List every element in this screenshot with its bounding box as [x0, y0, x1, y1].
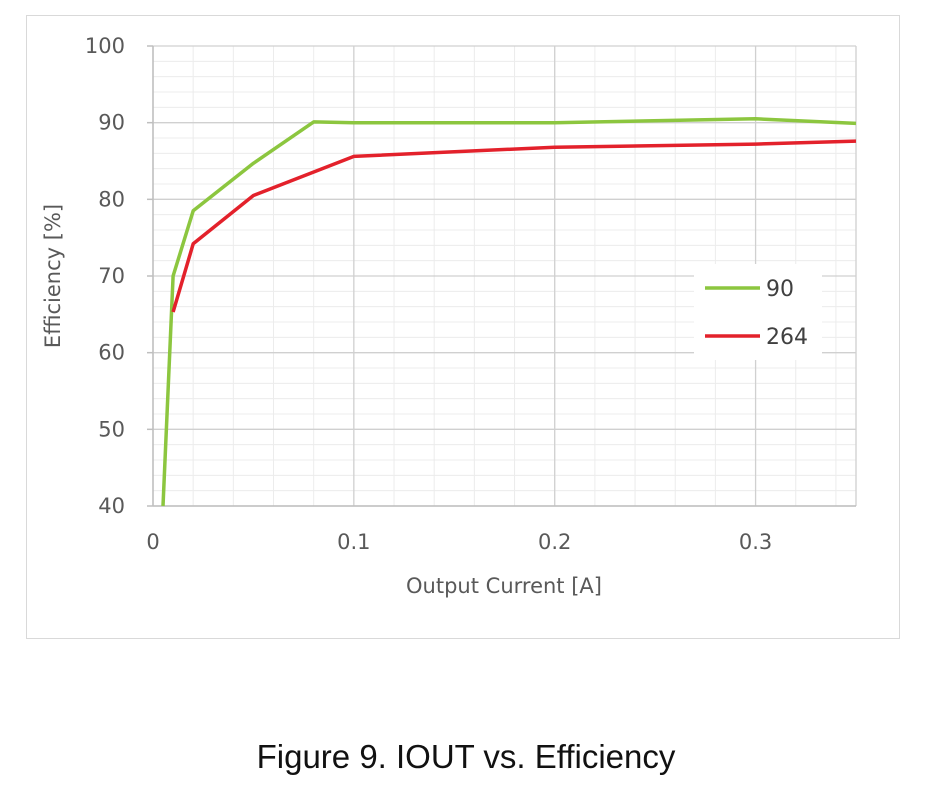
axes: [147, 45, 856, 507]
series-line-90: [161, 117, 857, 507]
y-tick-label: 100: [85, 34, 125, 58]
y-tick-label: 50: [98, 417, 125, 441]
legend-label-264: 264: [766, 325, 808, 350]
x-tick-labels: 0 0.1 0.2 0.3: [146, 530, 772, 554]
x-tick-label: 0.1: [337, 530, 370, 554]
y-tick-label: 60: [98, 341, 125, 365]
y-axis-title: Efficiency [%]: [41, 204, 65, 348]
y-tick-label: 70: [98, 264, 125, 288]
series-line-264: [171, 139, 857, 313]
y-tick-label: 80: [98, 187, 125, 211]
figure-caption: Figure 9. IOUT vs. Efficiency: [256, 738, 676, 775]
x-tick-label: 0: [146, 530, 159, 554]
efficiency-chart: 40 50 60 70 80 90 100 0 0.1 0.2 0.3 Efficiency [%…: [41, 34, 857, 598]
y-tick-label: 90: [98, 111, 125, 135]
legend-box: [694, 264, 822, 360]
x-axis-title: Output Current [A]: [406, 574, 602, 598]
legend: 90 264: [694, 264, 822, 360]
legend-label-90: 90: [766, 277, 794, 302]
y-tick-labels: 40 50 60 70 80 90 100: [85, 34, 125, 518]
series-lines: [161, 117, 857, 507]
y-tick-label: 40: [98, 494, 125, 518]
x-tick-label: 0.2: [538, 530, 571, 554]
chart-frame: 40 50 60 70 80 90 100 0 0.1 0.2 0.3 Efficiency [%…: [26, 15, 900, 639]
x-tick-label: 0.3: [739, 530, 772, 554]
